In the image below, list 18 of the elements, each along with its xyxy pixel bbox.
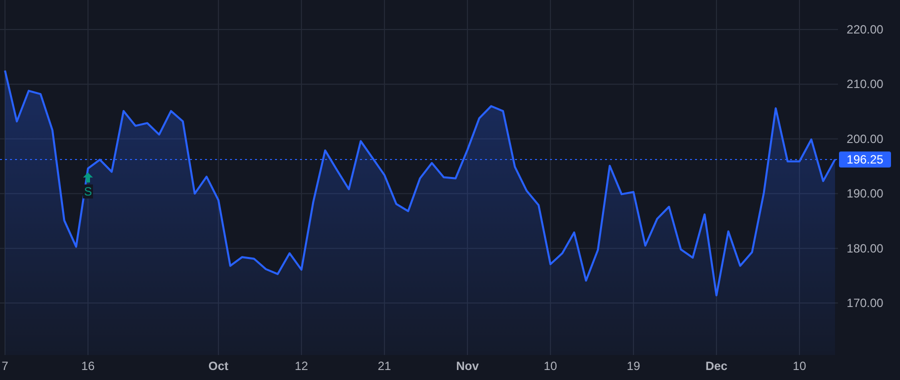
y-tick-label: 170.00 bbox=[846, 296, 884, 310]
x-tick-label: 19 bbox=[626, 359, 640, 373]
y-tick-label: 200.00 bbox=[846, 132, 884, 146]
x-tick-label: Dec bbox=[705, 359, 728, 373]
x-tick-label: 21 bbox=[378, 359, 392, 373]
x-tick-label: Nov bbox=[456, 359, 480, 373]
x-tick-label: 12 bbox=[294, 359, 308, 373]
x-tick-label: Oct bbox=[208, 359, 228, 373]
annotation: S bbox=[84, 184, 92, 198]
y-tick-label: 190.00 bbox=[846, 186, 884, 201]
x-tick-label: 16 bbox=[81, 359, 95, 373]
y-tick-label: 180.00 bbox=[846, 241, 884, 256]
y-tick-label: 220.00 bbox=[846, 22, 884, 37]
x-tick-label: 7 bbox=[2, 359, 9, 373]
ref-line-label: 196.25 bbox=[846, 152, 884, 166]
y-tick-label: 210.00 bbox=[846, 77, 884, 92]
x-tick-label: 10 bbox=[544, 359, 558, 373]
x-tick-label: 10 bbox=[792, 359, 806, 373]
